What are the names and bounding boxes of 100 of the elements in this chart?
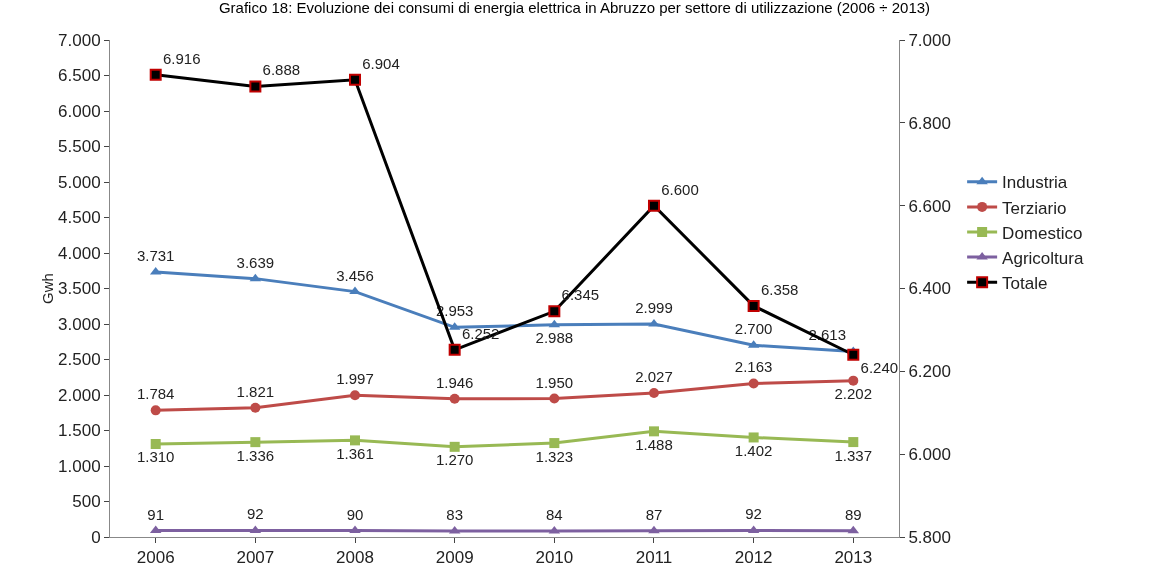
legend-label: Terziario [1002,198,1067,218]
y-tick-label: 5.500 [58,137,101,157]
data-label: 1.402 [734,441,773,459]
x-tick-label: 2011 [635,548,673,568]
point [449,393,460,404]
point [249,80,262,93]
y-tick-label: 6.000 [58,101,101,121]
data-label: 2.027 [635,368,673,386]
point [549,438,560,449]
data-label: 2.202 [834,385,873,403]
data-label: 6.252 [461,324,500,342]
data-label: 1.361 [336,444,374,462]
point [747,299,760,312]
data-label: 87 [645,505,663,523]
legend-label: Agricoltura [1002,248,1084,268]
x-tick-label: 2013 [834,548,873,568]
point [250,402,261,413]
data-label: 6.240 [860,359,899,377]
data-label: 6.916 [162,49,201,67]
point [349,286,361,295]
y-axis-title: Gwh [39,273,57,304]
y-tick-label: 2.000 [58,385,101,405]
data-label: 1.337 [834,446,873,464]
x-tick-label: 2010 [535,548,574,568]
y2-tick-label: 6.800 [908,113,951,133]
y2-tick-label: 5.800 [908,527,951,547]
data-label: 1.488 [635,435,673,453]
data-label: 1.997 [336,370,374,388]
point [349,525,361,534]
x-tick-label: 2007 [236,548,275,568]
point [848,437,859,448]
point [648,426,659,437]
point [448,343,461,356]
y2-tick-label: 6.600 [908,196,951,216]
data-label: 1.784 [136,385,175,403]
y-tick-label: 3.000 [58,314,101,334]
y-tick-label: 500 [72,492,101,512]
x-tick-label: 2009 [435,548,474,568]
y-tick-label: 7.000 [58,30,101,50]
data-label: 1.946 [435,373,474,391]
y2-tick-label: 6.400 [908,279,951,299]
y2-tick-label: 6.000 [908,445,951,465]
data-label: 90 [346,505,364,523]
data-label: 3.456 [336,266,374,284]
data-label: 6.358 [760,280,799,298]
data-label: 3.639 [236,253,275,271]
point [350,390,361,401]
legend-label: Domestico [1002,223,1083,243]
legend-label: Industria [1002,173,1068,193]
point [548,305,561,318]
point [549,393,560,404]
data-label: 1.821 [236,382,275,400]
y-tick-label: 4.500 [58,208,101,228]
y-tick-label: 6.500 [58,66,101,86]
x-tick-label: 2012 [734,548,773,568]
data-label: 2.988 [535,329,574,347]
data-label: 91 [147,505,165,523]
x-tick-label: 2006 [136,548,175,568]
y-tick-label: 3.500 [58,279,101,299]
data-label: 89 [844,505,862,523]
point [847,348,860,361]
y-tick-label: 2.500 [58,350,101,370]
data-label: 2.999 [635,299,673,317]
point [748,378,759,389]
data-label: 1.336 [236,446,275,464]
y2-tick-label: 7.000 [908,30,951,50]
point [647,199,660,212]
data-label: 1.270 [435,451,474,469]
y-tick-label: 0 [91,527,101,547]
y-tick-label: 4.000 [58,243,101,263]
data-label: 2.700 [734,320,773,338]
point [648,388,659,399]
data-label: 84 [545,506,563,524]
data-label: 1.310 [136,448,175,466]
data-label: 83 [446,506,464,524]
data-label: 3.731 [136,247,175,265]
chart-title: Grafico 18: Evoluzione dei consumi di energia elettrica in Abruzzo per settore di utilizzazione (2006 ÷ 2013) [218,0,931,17]
point [349,73,362,86]
point [748,432,759,443]
data-label: 6.904 [362,54,400,72]
point [350,435,361,446]
y-tick-label: 1.500 [58,421,101,441]
point [150,405,161,416]
data-label: 92 [247,505,264,523]
y-tick-label: 5.000 [58,172,101,192]
data-label: 1.323 [535,447,574,465]
point [449,441,460,452]
point [150,438,161,449]
point [250,437,261,448]
x-tick-label: 2008 [336,548,374,568]
data-label: 92 [745,505,762,523]
point [648,525,660,534]
point [149,68,162,81]
data-label: 1.950 [535,373,574,391]
y-tick-label: 1.000 [58,456,101,476]
data-label: 2.163 [734,358,773,376]
y2-tick-label: 6.200 [908,362,951,382]
legend-label: Totale [1002,273,1048,293]
point [848,375,859,386]
data-label: 6.600 [661,180,699,198]
